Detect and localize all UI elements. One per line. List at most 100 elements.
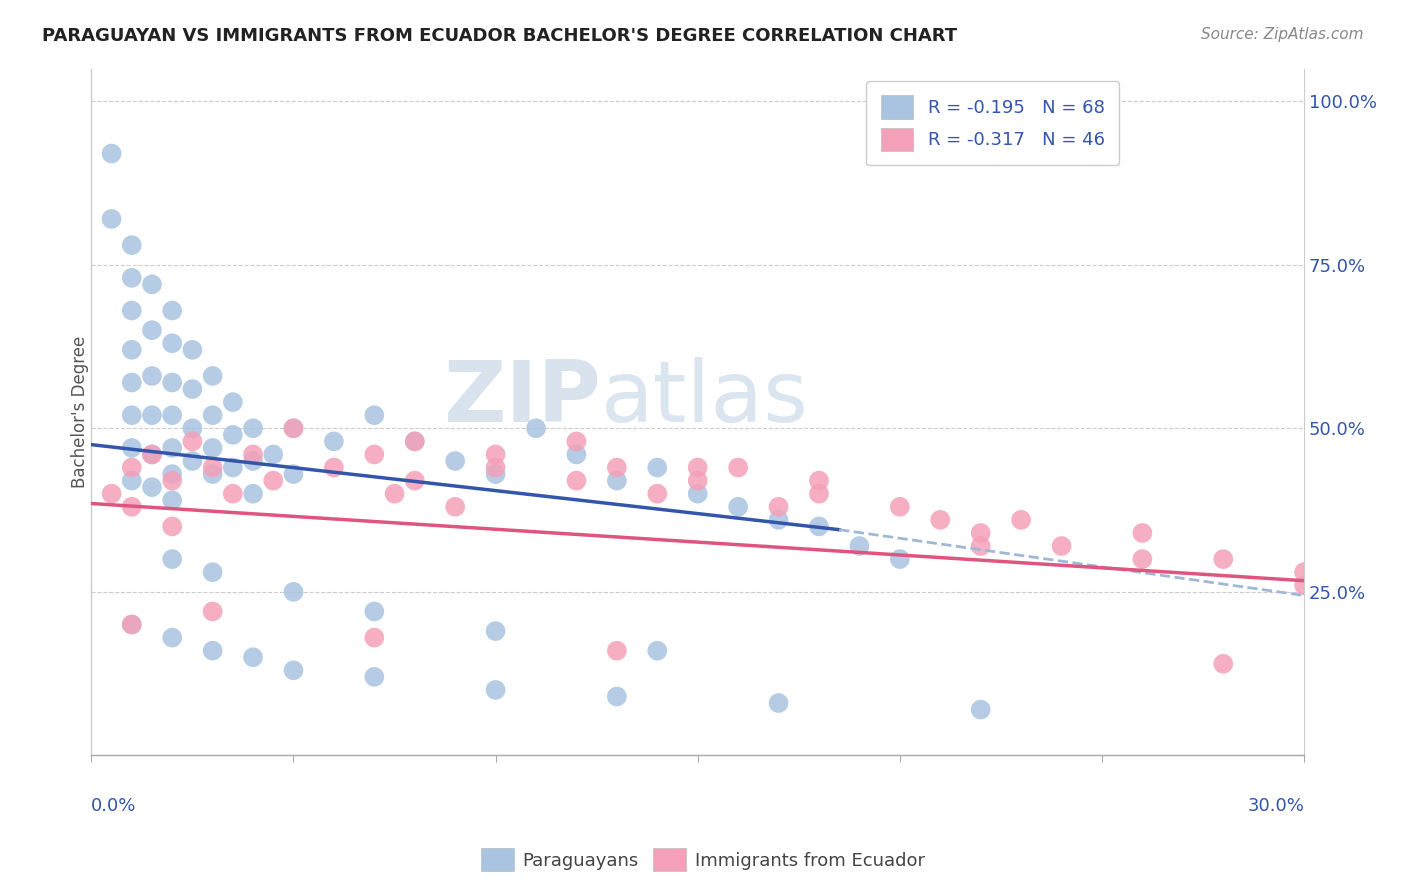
Point [160, 631, 183, 645]
Point [201, 604, 224, 618]
Point [404, 474, 426, 488]
Point [645, 460, 668, 475]
Point [606, 460, 628, 475]
Point [807, 486, 830, 500]
Y-axis label: Bachelor's Degree: Bachelor's Degree [72, 335, 89, 488]
Point [100, 486, 122, 500]
Point [121, 303, 143, 318]
Point [100, 211, 122, 226]
Point [565, 434, 588, 449]
Point [160, 408, 183, 422]
Point [524, 421, 547, 435]
Text: PARAGUAYAN VS IMMIGRANTS FROM ECUADOR BACHELOR'S DEGREE CORRELATION CHART: PARAGUAYAN VS IMMIGRANTS FROM ECUADOR BA… [42, 27, 957, 45]
Point [384, 486, 406, 500]
Point [484, 624, 506, 638]
Point [969, 539, 991, 553]
Point [222, 460, 245, 475]
Point [160, 519, 183, 533]
Point [363, 631, 385, 645]
Point [848, 539, 870, 553]
Point [262, 447, 284, 461]
Point [768, 696, 790, 710]
Point [121, 500, 143, 514]
Point [222, 486, 245, 500]
Point [201, 467, 224, 481]
Point [201, 565, 224, 579]
Point [727, 460, 749, 475]
Point [484, 447, 506, 461]
Text: ZIP: ZIP [443, 357, 600, 440]
Point [1132, 552, 1154, 566]
Point [484, 682, 506, 697]
Point [121, 617, 143, 632]
Point [160, 493, 183, 508]
Point [201, 643, 224, 657]
Point [807, 519, 830, 533]
Point [100, 146, 122, 161]
Text: 30.0%: 30.0% [1247, 797, 1305, 814]
Point [768, 500, 790, 514]
Point [222, 427, 245, 442]
Point [201, 408, 224, 422]
Point [141, 277, 163, 292]
Point [969, 702, 991, 716]
Point [201, 441, 224, 455]
Point [969, 525, 991, 540]
Point [565, 447, 588, 461]
Point [889, 552, 911, 566]
Point [645, 486, 668, 500]
Point [283, 467, 305, 481]
Point [121, 617, 143, 632]
Point [444, 454, 467, 468]
Point [121, 270, 143, 285]
Point [121, 408, 143, 422]
Point [160, 303, 183, 318]
Point [121, 441, 143, 455]
Point [363, 408, 385, 422]
Point [363, 604, 385, 618]
Point [141, 323, 163, 337]
Point [686, 474, 709, 488]
Point [160, 441, 183, 455]
Point [181, 454, 204, 468]
Point [121, 474, 143, 488]
Point [363, 670, 385, 684]
Point [1050, 539, 1073, 553]
Point [242, 454, 264, 468]
Point [201, 368, 224, 383]
Point [929, 513, 952, 527]
Text: atlas: atlas [600, 357, 808, 440]
Point [160, 376, 183, 390]
Point [686, 460, 709, 475]
Point [322, 434, 344, 449]
Point [444, 500, 467, 514]
Point [686, 486, 709, 500]
Point [242, 486, 264, 500]
Point [160, 467, 183, 481]
Point [1212, 552, 1234, 566]
Point [283, 663, 305, 677]
Point [181, 343, 204, 357]
Point [565, 474, 588, 488]
Point [606, 474, 628, 488]
Point [807, 474, 830, 488]
Point [242, 421, 264, 435]
Point [1010, 513, 1032, 527]
Legend: Paraguayans, Immigrants from Ecuador: Paraguayans, Immigrants from Ecuador [474, 841, 932, 879]
Point [201, 460, 224, 475]
Point [181, 434, 204, 449]
Point [283, 584, 305, 599]
Point [727, 500, 749, 514]
Point [1294, 578, 1316, 592]
Point [160, 474, 183, 488]
Point [889, 500, 911, 514]
Point [181, 382, 204, 396]
Point [1294, 565, 1316, 579]
Point [141, 368, 163, 383]
Point [1132, 525, 1154, 540]
Point [484, 467, 506, 481]
Point [606, 690, 628, 704]
Point [606, 643, 628, 657]
Point [262, 474, 284, 488]
Point [283, 421, 305, 435]
